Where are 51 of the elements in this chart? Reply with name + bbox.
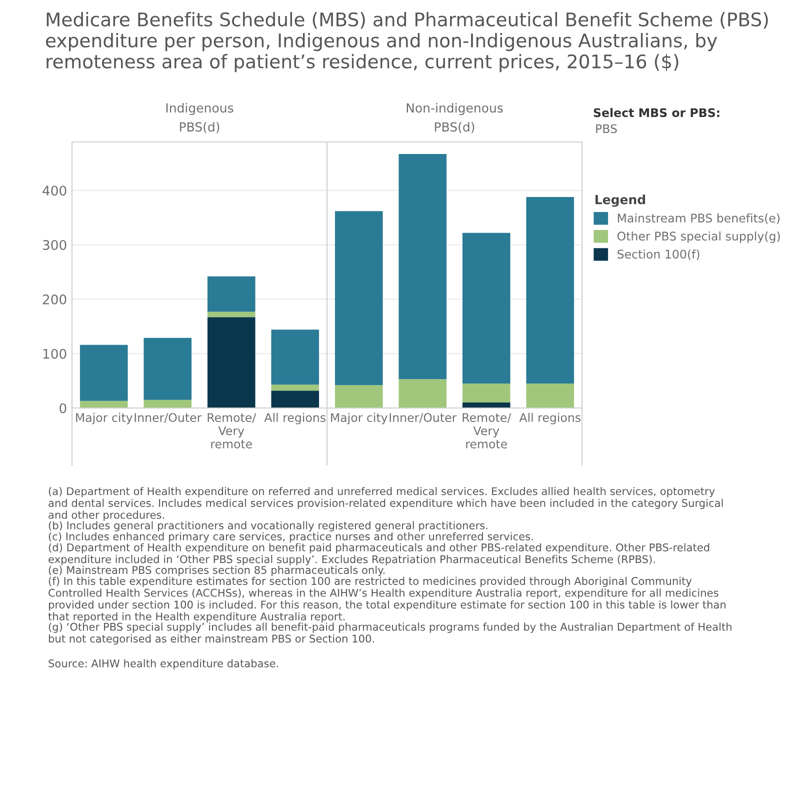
text: (f) In this table expenditure estimates for section 100 are restricted to medicines provided through Aboriginal Community Controlled Health Services (ACCHSs), whereas in the AIHW’s Health expenditure Australia report, expenditure for all medicines provided under section 100 is included. For this reason, the total expenditure estimate for section 100 in this table is lower than that reported in the Health expenditure Australia report. (48, 576, 726, 622)
chart-title: Indigenous (166, 102, 234, 116)
bar (334, 385, 383, 408)
text: (a) Department of Health expenditure on referred and unreferred medical services. Excludes allied health services, optometry and dental services. Includes medical services provision-related expenditure which have been included in the category Surgical and other procedures. (48, 487, 723, 521)
x-tick-label: Major city (331, 412, 388, 424)
chart-subtitle: PBS(d) (180, 122, 220, 134)
text: PBS (596, 124, 617, 134)
text: (c) Includes enhanced primary care services, practice nurses and other unreferred services. (48, 532, 533, 542)
bar (398, 154, 447, 380)
text: (d) Department of Health expenditure on benefit paid pharmaceuticals and other PBS-related expenditure. Other PBS-related expenditure included in ‘Other PBS special supply’. Excludes Repatriation Pharmaceutical Benefits Scheme (RPBS). (48, 543, 710, 566)
bar (207, 276, 256, 312)
bar (462, 232, 510, 384)
bar (526, 196, 574, 384)
bar (144, 338, 192, 400)
chart-title: Non-indigenous (406, 102, 503, 116)
y-tick-label: 100 (43, 348, 66, 359)
bar (526, 384, 574, 408)
y-tick-label: 400 (42, 186, 66, 196)
bar (207, 317, 256, 408)
bar (462, 384, 510, 403)
x-tick-label: Remote/ Very remote (208, 413, 256, 448)
text: (g) ‘Other PBS special supply’ includes all benefit-paid pharmaceuticals programs funded by the Australian Department of Health but not categorised as either mainstream PBS or Section 100. (48, 622, 732, 645)
legend-label: Other PBS special supply(g) (617, 231, 780, 243)
legend-title: Legend (596, 194, 646, 207)
bar (271, 330, 320, 385)
x-tick-label: All regions (519, 412, 580, 424)
bar (80, 400, 128, 408)
y-tick-label: 300 (42, 240, 66, 250)
bar (334, 211, 383, 386)
x-tick-label: Major city (76, 412, 132, 424)
bar (144, 400, 192, 408)
y-tick-label: 0 (60, 403, 66, 414)
x-tick-label: Inner/Outer (134, 413, 202, 423)
y-tick-label: 200 (42, 294, 66, 304)
bar (271, 384, 320, 391)
x-tick-label: Inner/Outer (390, 413, 457, 423)
text: Select MBS or PBS: (594, 108, 720, 118)
bar (398, 379, 447, 408)
bar (462, 402, 510, 408)
text: Medicare Benefits Schedule (MBS) and Pharmaceutical Benefit Scheme (PBS) expenditure per person, Indigenous and non-Indigenous Australians, by remoteness area of patient’s residence, current prices, 2015–16 ($) (46, 12, 768, 72)
legend-label: Section 100(f) (618, 249, 700, 260)
x-tick-label: Remote/ Very remote (462, 413, 512, 448)
bar (207, 312, 256, 318)
source-note: Source: AIHW health expenditure database. (48, 659, 278, 670)
bar (80, 344, 128, 401)
text: (b) Includes general practitioners and vocationally registered general practitioners. (48, 521, 488, 532)
x-tick-label: All regions (264, 412, 326, 424)
text: (e) Mainstream PBS comprises section 85 pharmaceuticals only. (48, 566, 385, 576)
chart-subtitle: PBS(d) (434, 122, 474, 134)
bar (271, 390, 320, 408)
legend-label: Mainstream PBS benefits(e) (618, 213, 780, 224)
